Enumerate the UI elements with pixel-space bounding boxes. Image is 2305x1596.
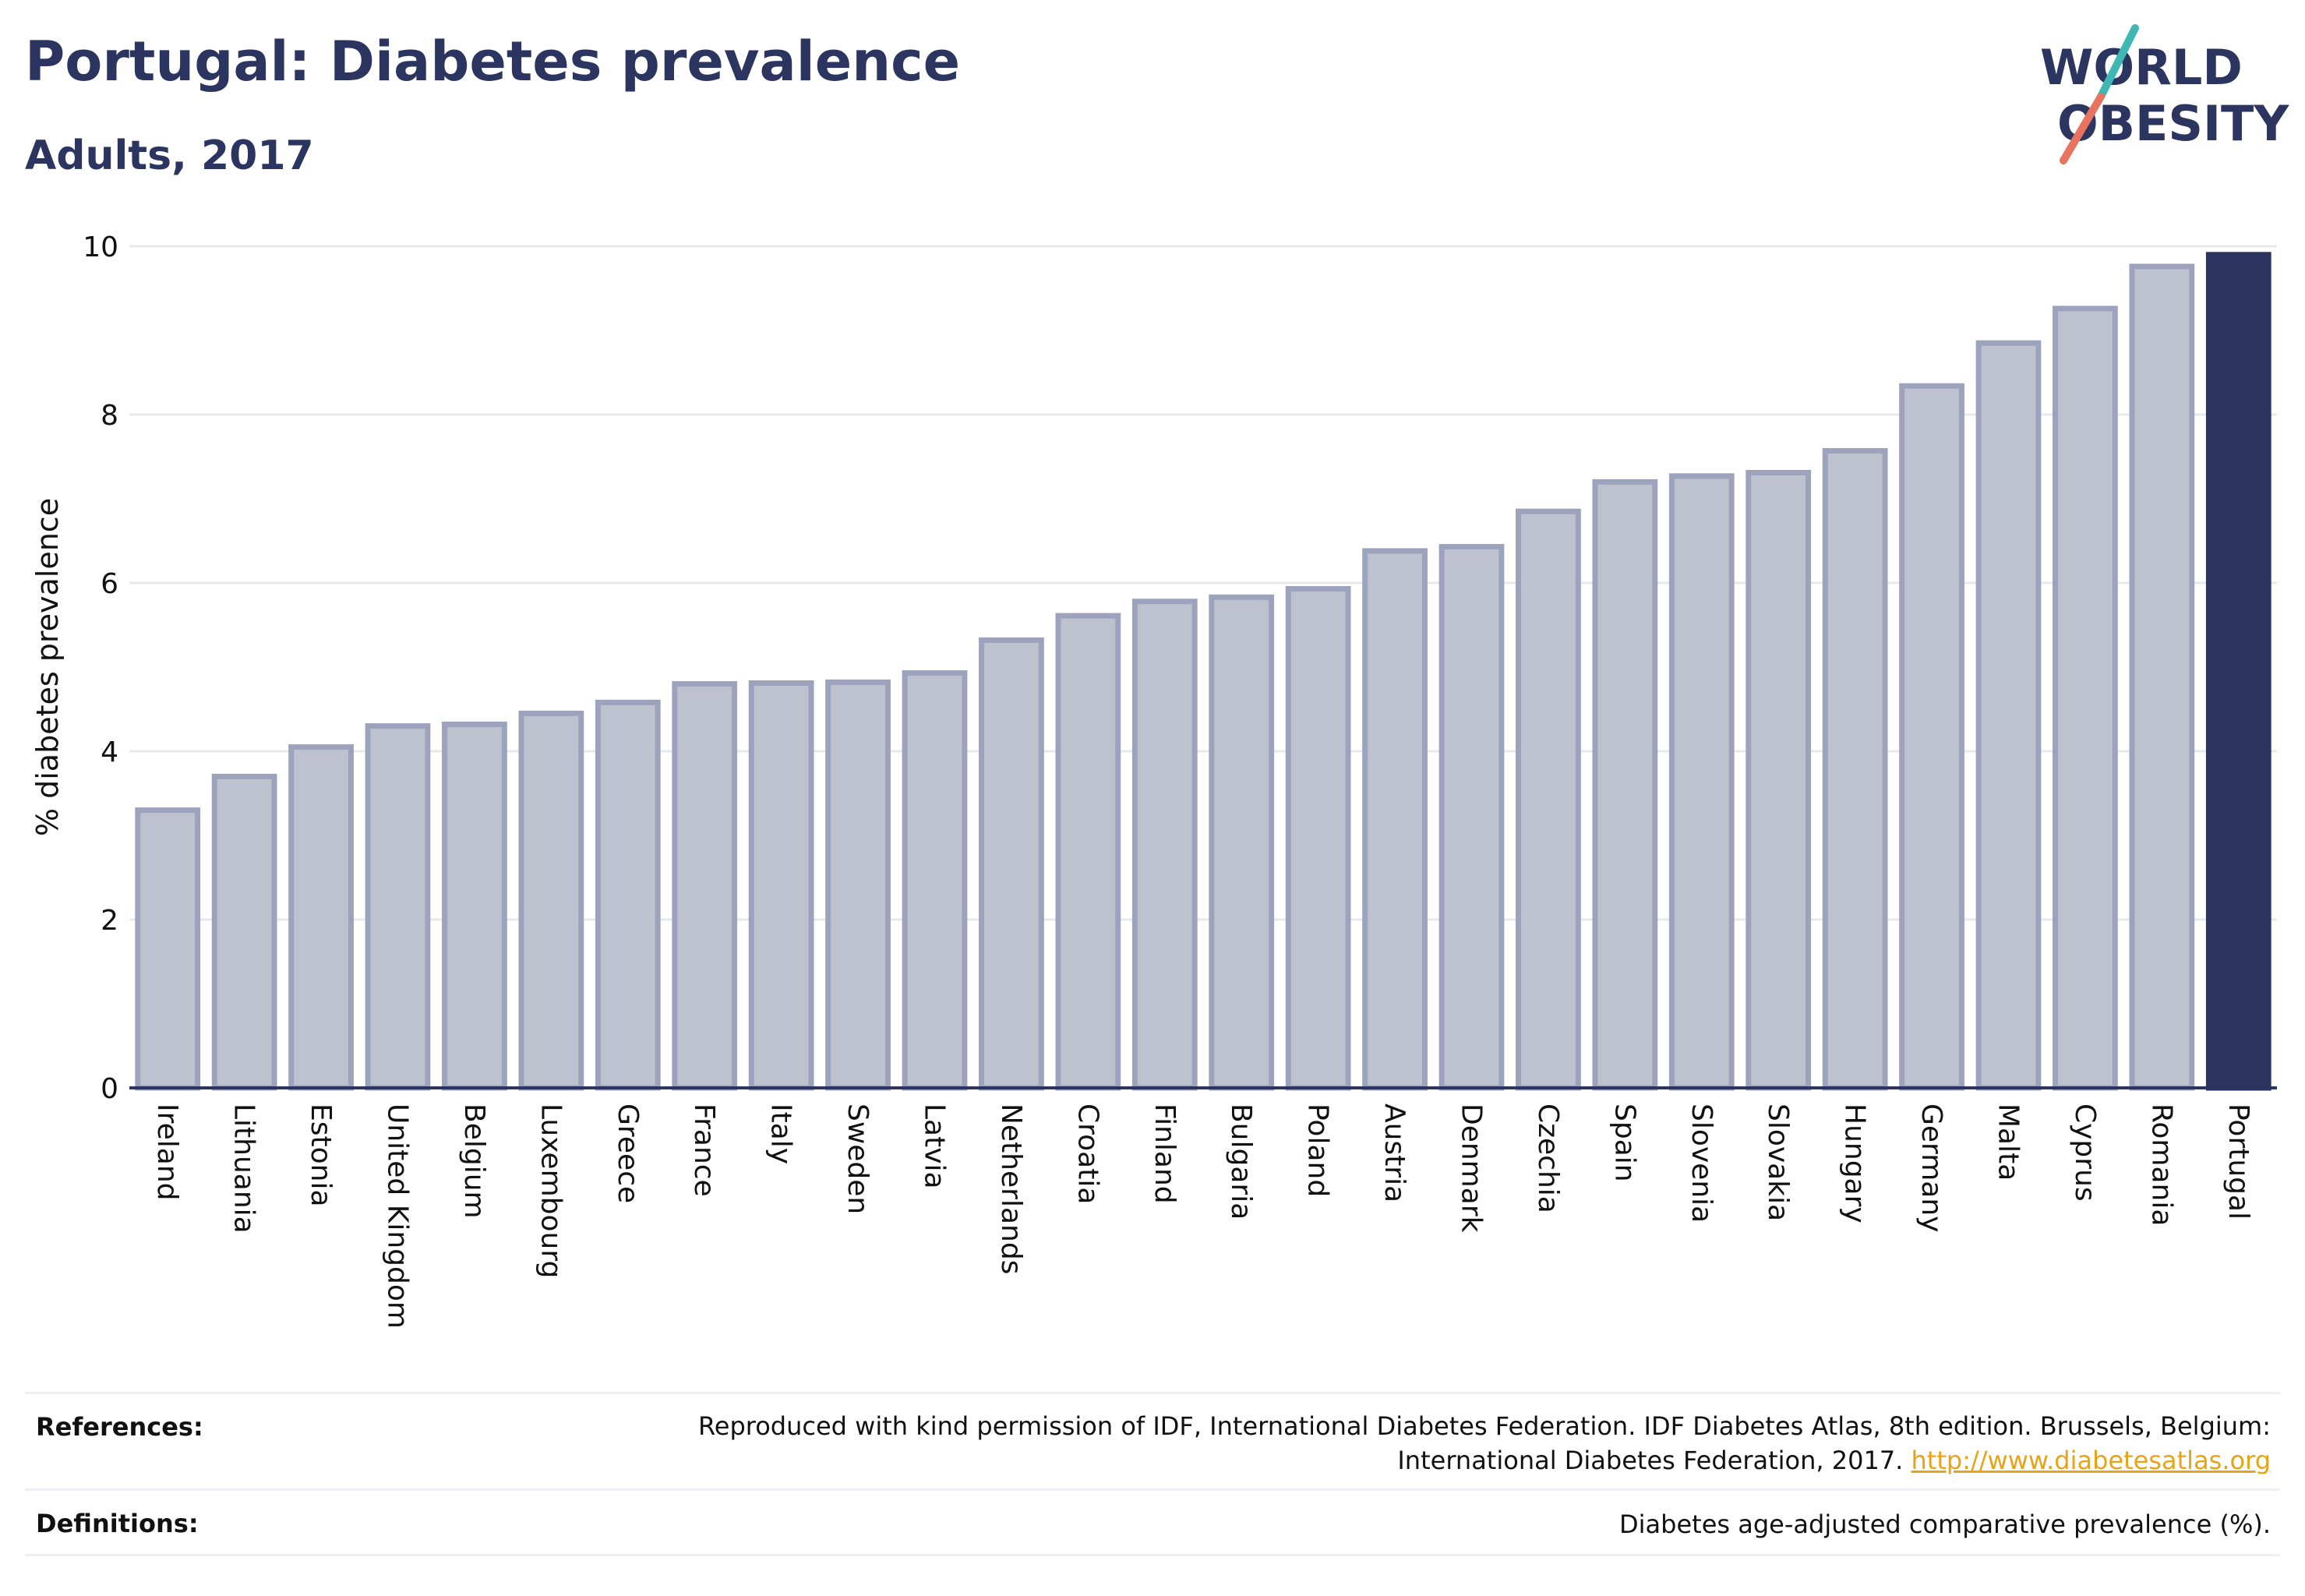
world-obesity-logo: WORLD OBESITY [2040,24,2289,164]
bar-lithuania [211,773,277,1091]
bar-croatia [1055,613,1121,1091]
bar-austria [1362,548,1428,1091]
x-tick-label: Czechia [1532,1103,1564,1213]
x-tick-label: Slovakia [1762,1103,1794,1221]
x-tick-label: Estonia [305,1103,337,1207]
bar-greece [595,699,661,1091]
bar-latvia [902,670,968,1091]
y-tick-label: 8 [101,400,118,432]
x-tick-label: Slovenia [1686,1103,1717,1223]
footer-divider-top [25,1392,2280,1394]
page-subtitle: Adults, 2017 [25,132,314,179]
bar-luxembourg [518,710,584,1091]
bar-malta [1975,340,2042,1091]
bar-denmark [1438,544,1505,1091]
x-tick-label: Ireland [151,1103,183,1201]
bar-sweden [825,679,891,1091]
bar-cyprus [2053,305,2118,1091]
bar-romania [2129,263,2195,1091]
x-tick-label: France [688,1103,720,1197]
bar-belgium [442,721,507,1091]
x-tick-label: Spain [1608,1103,1640,1182]
page-title: Portugal: Diabetes prevalence [25,30,961,94]
bar-chart: 0 2 4 6 8 10 Ireland Lithuania Estonia United Ki… [30,231,2277,1329]
x-tick-label: Latvia [919,1103,951,1189]
logo-line1: WORLD [2040,39,2243,96]
x-tick-label: Belgium [458,1103,490,1219]
bar-slovakia [1746,470,1812,1091]
x-tick-label: Portugal [2222,1103,2254,1220]
x-tick-labels: Ireland Lithuania Estonia United Kingdom Bel… [151,1103,2254,1329]
x-tick-label: Malta [1993,1103,2024,1181]
y-tick-label: 0 [101,1073,118,1105]
y-axis-label: % diabetes prevalence [30,498,65,836]
bar-ireland [135,807,201,1091]
bar-hungary [1822,447,1888,1091]
footer-divider-middle [25,1488,2280,1491]
x-tick-label: Sweden [842,1103,874,1214]
x-tick-label: Bulgaria [1225,1103,1257,1220]
x-tick-label: Cyprus [2069,1103,2101,1202]
x-tick-label: Lithuania [228,1103,260,1234]
logo-slash-coral [2060,93,2105,164]
bar-estonia [288,744,354,1091]
y-tick-label: 2 [101,905,118,937]
x-tick-label: Germany [1915,1103,1947,1232]
definitions-text: Diabetes age-adjusted comparative preval… [1619,1509,2271,1539]
x-tick-label: Hungary [1839,1103,1871,1223]
x-tick-label: Finland [1149,1103,1181,1204]
y-tick-label: 6 [101,568,118,600]
bar-germany [1899,383,1964,1091]
bar-netherlands [979,637,1044,1091]
definitions-label: Definitions: [36,1509,199,1538]
references-link[interactable]: http://www.diabetesatlas.org [1911,1446,2271,1475]
references-text: Reproduced with kind permission of IDF, … [478,1409,2271,1478]
x-tick-label: Romania [2145,1103,2177,1226]
references-label: References: [36,1412,203,1442]
x-tick-label: Netherlands [995,1103,1027,1274]
y-tick-label: 10 [83,231,118,263]
x-tick-label: Austria [1378,1103,1410,1202]
x-tick-label: Italy [765,1103,797,1164]
x-tick-label: Greece [612,1103,644,1203]
x-tick-label: Croatia [1071,1103,1103,1204]
y-tick-labels: 0 2 4 6 8 10 [83,231,118,1105]
bar-finland [1131,598,1198,1091]
logo-slash-teal [2097,24,2139,101]
x-tick-label: United Kingdom [382,1103,414,1329]
x-tick-label: Denmark [1456,1103,1488,1233]
bar-highlight-portugal [2205,252,2271,1091]
bar-spain [1592,478,1658,1091]
bar-bulgaria [1209,594,1275,1091]
bar-czechia [1516,508,1581,1091]
bars [135,252,2271,1091]
bar-poland [1285,586,1351,1091]
bar-slovenia [1668,473,1735,1091]
footer-divider-bottom [25,1554,2280,1556]
x-tick-label: Poland [1302,1103,1334,1197]
bar-united-kingdom [365,723,431,1091]
y-tick-label: 4 [101,736,118,768]
references-text-line2: International Diabetes Federation, 2017. [1397,1446,1904,1475]
x-tick-label: Luxembourg [535,1103,567,1278]
bar-italy [748,680,814,1091]
bar-france [672,681,738,1091]
references-text-line1: Reproduced with kind permission of IDF, … [697,1411,2271,1441]
